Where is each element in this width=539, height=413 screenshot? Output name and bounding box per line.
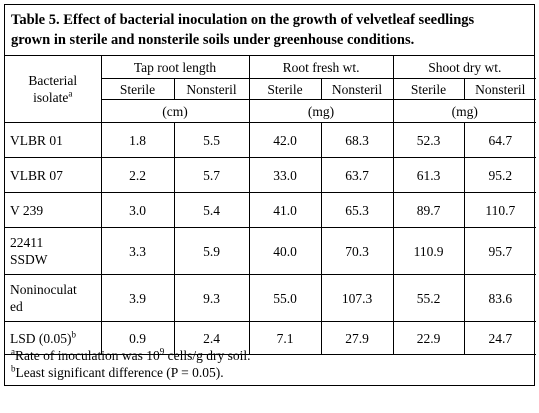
row-label: V 239 — [5, 192, 102, 228]
data-cell: 61.3 — [392, 157, 465, 193]
data-cell: 5.9 — [173, 227, 250, 275]
group-header-tap-root: Tap root length — [100, 56, 250, 79]
data-cell: 5.4 — [173, 192, 250, 228]
table-row: VLBR 01 1.8 5.5 42.0 68.3 52.3 64.7 — [5, 122, 537, 158]
header-row-groups: Bacterial isolatea Tap root length Root … — [5, 56, 537, 123]
footnote-a-exponent: 9 — [159, 346, 165, 357]
footnote-marker-b: b — [71, 329, 77, 339]
footnotes: aRate of inoculation was 109 cells/g dry… — [5, 343, 534, 385]
subheader-cell: Sterile — [248, 78, 322, 100]
data-cell: 7.1 — [248, 321, 322, 355]
row-label-line-1: 22411 — [10, 235, 44, 250]
data-cell: 5.5 — [173, 122, 250, 158]
data-cell: 22.9 — [392, 321, 465, 355]
footnote-a-text-post: cells/g dry soil. — [164, 348, 251, 363]
data-cell: 68.3 — [320, 122, 394, 158]
data-cell: 9.3 — [173, 274, 250, 322]
data-cell: 0.9 — [100, 321, 175, 355]
data-cell: 42.0 — [248, 122, 322, 158]
data-cell: 110.9 — [392, 227, 465, 275]
data-cell: 83.6 — [463, 274, 537, 322]
footnote-a-text-pre: Rate of inoculation was 10 — [15, 348, 160, 363]
data-cell: 95.7 — [463, 227, 537, 275]
footnote-b-mark: b — [11, 363, 16, 374]
data-cell: 55.0 — [248, 274, 322, 322]
caption-line-2: grown in sterile and nonsterile soils un… — [11, 32, 415, 48]
unit-cell: (cm) — [101, 99, 250, 123]
data-table: Bacterial isolatea Tap root length Root … — [5, 56, 537, 355]
table-caption: Table 5. Effect of bacterial inoculation… — [5, 5, 534, 56]
data-cell: 3.9 — [100, 274, 175, 322]
data-cell: 107.3 — [320, 274, 394, 322]
row-label-line-2: ed — [10, 299, 23, 314]
footnote-a-mark: a — [11, 346, 15, 357]
data-cell: 2.2 — [100, 157, 175, 193]
footnote-a: aRate of inoculation was 109 cells/g dry… — [11, 347, 528, 364]
unit-cell: (mg) — [392, 99, 537, 123]
data-cell: 52.3 — [392, 122, 465, 158]
data-cell: 95.2 — [463, 157, 537, 193]
subheader-cell: Sterile — [392, 78, 465, 100]
row-label: Noninoculat ed — [5, 274, 102, 322]
table-row: V 239 3.0 5.4 41.0 65.3 89.7 110.7 — [5, 192, 537, 228]
row-label-text: LSD (0.05) — [10, 330, 72, 346]
table-figure: Table 5. Effect of bacterial inoculation… — [4, 4, 537, 386]
isolate-header-line-1: Bacterial — [28, 73, 78, 88]
table-row: VLBR 07 2.2 5.7 33.0 63.7 61.3 95.2 — [5, 157, 537, 193]
data-cell: 2.4 — [173, 321, 250, 355]
data-cell: 3.3 — [100, 227, 175, 275]
subheader-cell: Sterile — [101, 78, 175, 100]
data-cell: 27.9 — [320, 321, 394, 355]
isolate-column-header: Bacterial isolatea — [5, 56, 102, 123]
footnote-b: bLeast significant difference (P = 0.05)… — [11, 364, 528, 381]
table-row: 22411 SSDW 3.3 5.9 40.0 70.3 110.9 95.7 — [5, 227, 537, 275]
caption-line-1: Table 5. Effect of bacterial inoculation… — [11, 12, 475, 28]
footnote-b-text: Least significant difference (P = 0.05). — [15, 365, 224, 380]
data-cell: 55.2 — [392, 274, 465, 322]
footnote-marker-a: a — [68, 88, 73, 99]
row-label: VLBR 01 — [5, 122, 102, 158]
data-cell: 33.0 — [248, 157, 322, 193]
row-label: VLBR 07 — [5, 157, 102, 193]
group-header-root-fresh: Root fresh wt. — [248, 56, 394, 79]
isolate-header-line-2: isolate — [33, 90, 69, 105]
table-row: Noninoculat ed 3.9 9.3 55.0 107.3 55.2 8… — [5, 274, 537, 322]
data-cell: 89.7 — [392, 192, 465, 228]
header-row-units: (cm) (mg) (mg) — [5, 99, 537, 123]
data-cell: 65.3 — [320, 192, 394, 228]
data-cell: 41.0 — [248, 192, 322, 228]
row-label: LSD (0.05)b — [5, 321, 102, 355]
data-cell: 3.0 — [100, 192, 175, 228]
data-cell: 110.7 — [463, 192, 537, 228]
data-cell: 24.7 — [463, 321, 537, 355]
group-header-shoot-dry: Shoot dry wt. — [392, 56, 537, 79]
data-cell: 40.0 — [248, 227, 322, 275]
data-cell: 63.7 — [320, 157, 394, 193]
unit-cell: (mg) — [248, 99, 394, 123]
data-cell: 70.3 — [320, 227, 394, 275]
row-label-line-2: SSDW — [10, 252, 48, 267]
data-cell: 64.7 — [463, 122, 537, 158]
row-label-line-1: Noninoculat — [10, 282, 77, 297]
table-row-lsd: LSD (0.05)b 0.9 2.4 7.1 27.9 22.9 24.7 — [5, 321, 537, 355]
subheader-cell: Nonsteril — [173, 78, 250, 100]
data-cell: 1.8 — [100, 122, 175, 158]
data-cell: 5.7 — [173, 157, 250, 193]
subheader-cell: Nonsteril — [320, 78, 394, 100]
row-label: 22411 SSDW — [5, 227, 102, 275]
subheader-cell: Nonsteril — [463, 78, 537, 100]
